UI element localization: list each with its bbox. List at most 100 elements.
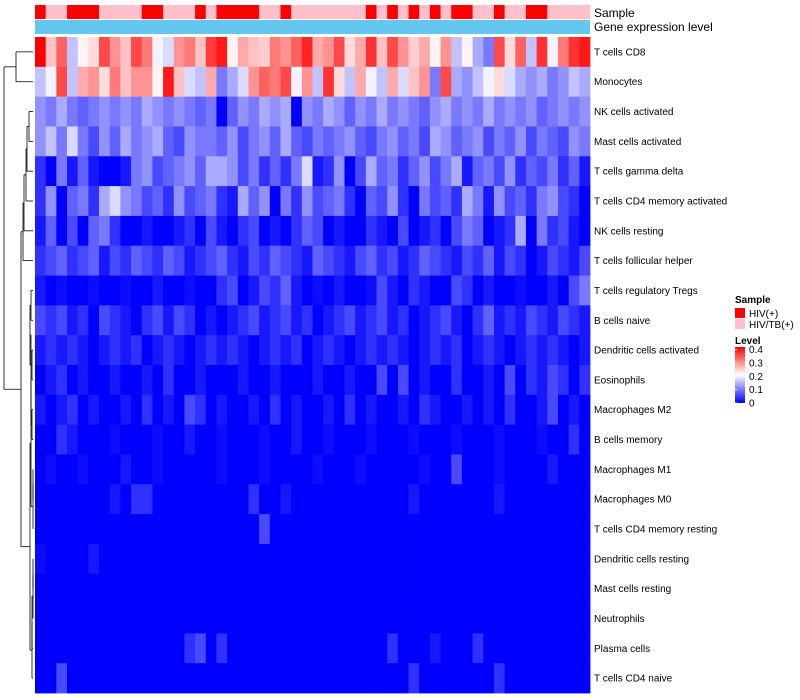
heatmap-cell bbox=[536, 424, 548, 455]
heatmap-cell bbox=[280, 633, 292, 664]
sample-cell bbox=[35, 5, 47, 19]
sample-cell bbox=[355, 5, 367, 19]
legend-level-tick-label: 0.4 bbox=[749, 345, 763, 356]
heatmap-cell bbox=[237, 186, 249, 217]
heatmap-cell bbox=[557, 573, 570, 604]
sample-cell bbox=[109, 5, 121, 19]
heatmap-cell bbox=[525, 484, 538, 515]
heatmap-cell bbox=[301, 66, 313, 98]
heatmap-cell bbox=[280, 573, 292, 604]
heatmap-cell bbox=[163, 96, 175, 127]
heatmap-cell bbox=[173, 663, 185, 694]
heatmap-cell bbox=[227, 633, 239, 664]
heatmap-cell bbox=[259, 365, 271, 396]
row-labels: T cells CD8 Monocytes NK cells activated Ma… bbox=[594, 47, 727, 684]
heatmap-cell bbox=[56, 215, 68, 247]
heatmap-cell bbox=[451, 126, 463, 157]
heatmap-cell bbox=[419, 156, 431, 187]
sample-cell bbox=[301, 5, 313, 19]
heatmap-cell bbox=[216, 484, 228, 515]
sample-cell bbox=[56, 5, 68, 19]
heatmap-cell bbox=[419, 186, 431, 217]
heatmap-cell bbox=[504, 156, 516, 187]
heatmap-cell bbox=[579, 365, 591, 396]
heatmap-cell bbox=[493, 514, 506, 545]
heatmap-cell bbox=[131, 215, 143, 247]
heatmap-cell bbox=[248, 454, 260, 485]
heatmap-cell bbox=[35, 37, 47, 68]
heatmap-cell bbox=[365, 305, 377, 336]
heatmap-cell bbox=[205, 37, 217, 68]
heatmap-cell bbox=[56, 365, 68, 396]
heatmap-cell bbox=[120, 573, 132, 604]
heatmap-cell bbox=[579, 186, 591, 217]
heatmap-cell bbox=[323, 663, 335, 694]
heatmap-cell bbox=[259, 424, 271, 455]
heatmap-cell bbox=[301, 186, 313, 217]
heatmap-cell bbox=[493, 245, 506, 276]
heatmap-cell bbox=[184, 126, 196, 157]
heatmap-cell bbox=[259, 543, 271, 575]
heatmap-cell bbox=[195, 514, 207, 545]
heatmap-cell bbox=[67, 603, 79, 634]
heatmap-cell bbox=[205, 156, 217, 187]
heatmap-cell bbox=[557, 215, 570, 247]
heatmap-cell bbox=[291, 573, 303, 604]
heatmap-cell bbox=[536, 305, 548, 336]
heatmap-cell bbox=[397, 305, 409, 336]
heatmap-cell bbox=[259, 126, 271, 157]
heatmap-cell bbox=[56, 394, 68, 426]
heatmap-cell bbox=[248, 215, 260, 247]
heatmap-cell bbox=[205, 663, 217, 694]
heatmap-cell bbox=[365, 186, 377, 217]
heatmap-cell bbox=[173, 66, 185, 98]
heatmap-cell bbox=[109, 603, 121, 634]
heatmap-cell bbox=[195, 573, 207, 604]
heatmap-cell bbox=[483, 305, 495, 336]
heatmap-cell bbox=[77, 573, 89, 604]
heatmap-cell bbox=[312, 96, 324, 127]
sample-cell bbox=[376, 5, 388, 19]
heatmap-cell bbox=[579, 663, 591, 694]
heatmap-cell bbox=[301, 484, 313, 515]
heatmap-cell bbox=[451, 394, 463, 426]
heatmap-cell bbox=[312, 573, 324, 604]
heatmap-cell bbox=[440, 245, 452, 276]
heatmap-cell bbox=[504, 514, 516, 545]
gene-expression-annotation-bar bbox=[35, 20, 590, 34]
heatmap-cell bbox=[429, 424, 441, 455]
heatmap-cell bbox=[547, 633, 559, 664]
heatmap-cell bbox=[120, 96, 132, 127]
heatmap-cell bbox=[45, 66, 57, 98]
heatmap-cell bbox=[280, 663, 292, 694]
heatmap-cell bbox=[408, 454, 420, 485]
heatmap-cell bbox=[152, 186, 164, 217]
heatmap-cell bbox=[472, 543, 484, 575]
heatmap-cell bbox=[67, 126, 79, 157]
heatmap-cell bbox=[579, 394, 591, 426]
heatmap-cell bbox=[312, 275, 324, 306]
heatmap-cell bbox=[536, 66, 548, 98]
heatmap-cell bbox=[88, 365, 100, 396]
heatmap-cell bbox=[173, 215, 185, 247]
heatmap-cell bbox=[120, 186, 132, 217]
heatmap-cell bbox=[504, 663, 516, 694]
heatmap-cell bbox=[504, 365, 516, 396]
heatmap-cell bbox=[216, 96, 228, 127]
row-label: Macrophages M0 bbox=[594, 495, 672, 506]
heatmap-cell bbox=[35, 305, 47, 336]
heatmap-cell bbox=[355, 215, 367, 247]
heatmap-cell bbox=[333, 305, 345, 336]
heatmap-cell bbox=[301, 335, 313, 366]
heatmap-cell bbox=[88, 66, 100, 98]
heatmap-cell bbox=[504, 573, 516, 604]
heatmap-cell bbox=[387, 484, 399, 515]
heatmap-cell bbox=[333, 514, 345, 545]
heatmap-cell bbox=[525, 514, 538, 545]
heatmap-cell bbox=[408, 305, 420, 336]
heatmap-cell bbox=[205, 365, 217, 396]
heatmap-cell bbox=[440, 573, 452, 604]
row-label: T cells CD4 naive bbox=[594, 674, 673, 685]
heatmap-cell bbox=[141, 394, 153, 426]
heatmap-cell bbox=[536, 633, 548, 664]
